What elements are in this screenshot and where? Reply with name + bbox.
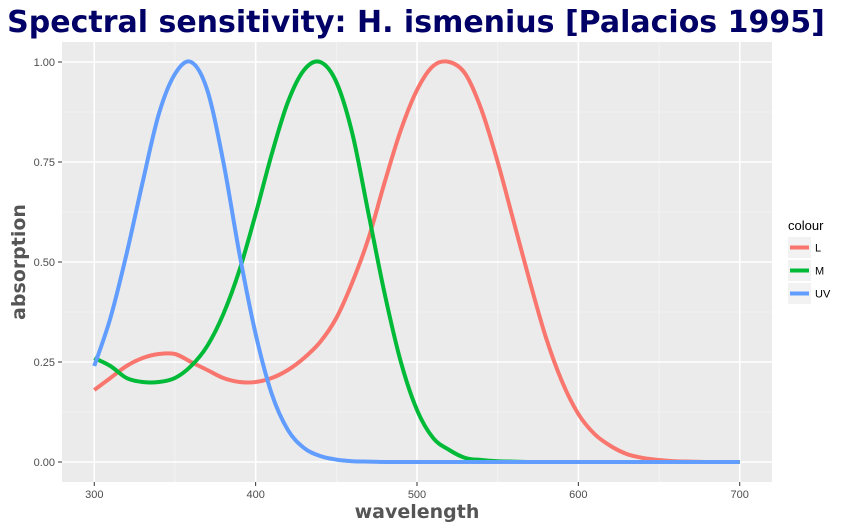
x-tick-label: 600 xyxy=(569,489,587,501)
x-axis-ticks: 300 400 500 600 700 xyxy=(85,482,749,501)
legend-label-m: M xyxy=(815,266,824,278)
series-line-l xyxy=(93,59,740,465)
y-axis-ticks: 0.00 0.25 0.50 0.75 1.00 xyxy=(34,57,62,469)
legend-items: LM UV xyxy=(788,237,831,304)
y-axis-title: absorption xyxy=(8,204,30,320)
series-lines xyxy=(92,59,740,465)
y-tick-label: 0.00 xyxy=(34,457,55,469)
x-tick-label: 500 xyxy=(408,489,426,501)
series-line-uv xyxy=(92,59,740,465)
legend-label-uv: UV xyxy=(815,289,831,301)
legend-label-l: L xyxy=(815,243,821,255)
y-tick-label: 0.75 xyxy=(34,157,55,169)
legend-title: colour xyxy=(788,218,824,233)
y-tick-label: 0.25 xyxy=(34,357,55,369)
legend: colour LM UV xyxy=(788,218,831,304)
x-axis-title: wavelength xyxy=(355,501,480,523)
y-tick-label: 1.00 xyxy=(34,57,55,69)
x-tick-label: 700 xyxy=(731,489,749,501)
x-tick-label: 400 xyxy=(246,489,264,501)
x-tick-label: 300 xyxy=(85,489,103,501)
chart-title: Spectral sensitivity: H. ismenius [Palac… xyxy=(7,5,825,40)
y-tick-label: 0.50 xyxy=(34,257,55,269)
